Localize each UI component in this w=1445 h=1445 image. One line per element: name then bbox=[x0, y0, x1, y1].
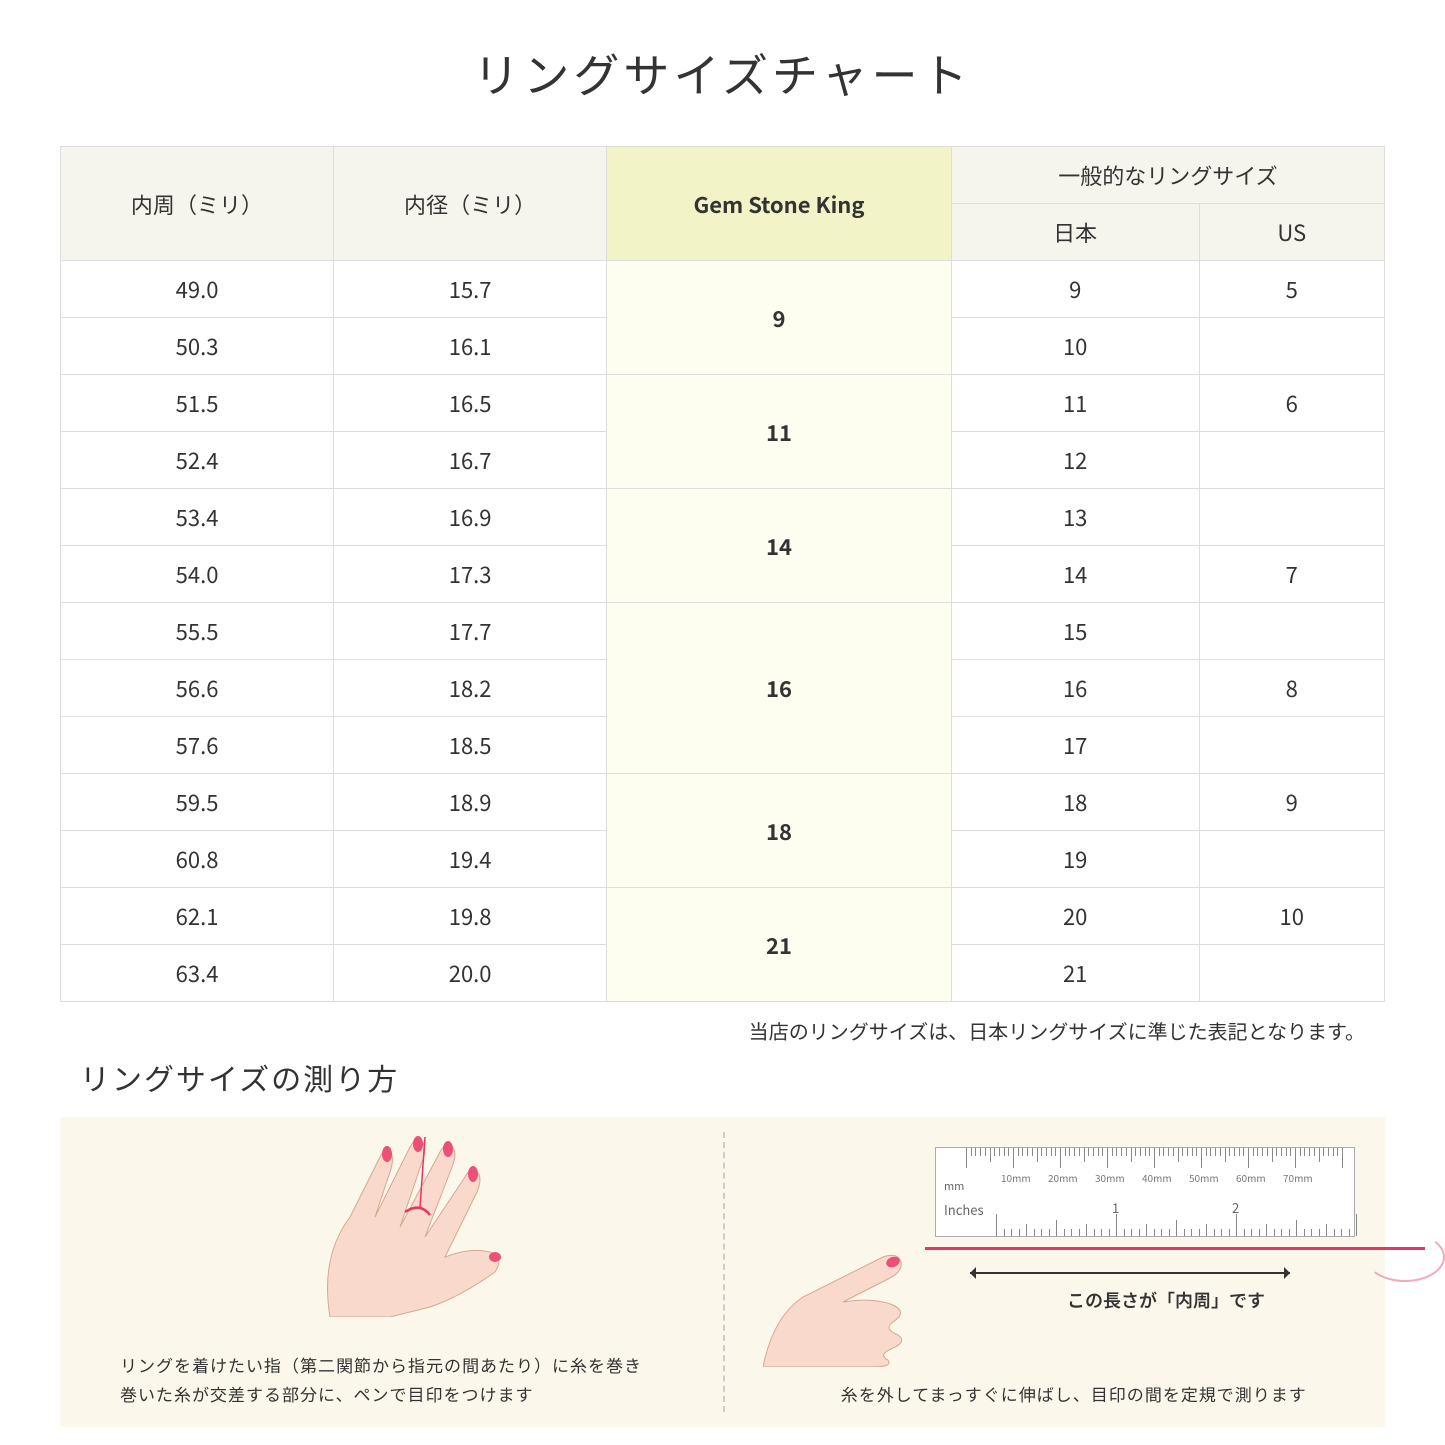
table-row: 53.416.91413 bbox=[61, 489, 1385, 546]
cell-circumference: 55.5 bbox=[61, 603, 334, 660]
guide-caption-1: リングを着けたい指（第二関節から指元の間あたり）に糸を巻き 巻いた糸が交差する部… bbox=[120, 1351, 683, 1409]
cell-gsk: 18 bbox=[607, 774, 952, 888]
cell-diameter: 16.5 bbox=[334, 375, 607, 432]
cell-diameter: 18.5 bbox=[334, 717, 607, 774]
header-general: 一般的なリングサイズ bbox=[951, 147, 1384, 204]
cell-diameter: 20.0 bbox=[334, 945, 607, 1002]
cell-gsk: 21 bbox=[607, 888, 952, 1002]
cell-japan: 13 bbox=[951, 489, 1199, 546]
cell-circumference: 51.5 bbox=[61, 375, 334, 432]
cell-us: 9 bbox=[1199, 774, 1384, 831]
cell-circumference: 54.0 bbox=[61, 546, 334, 603]
ruler-inches-label: Inches bbox=[944, 1200, 984, 1219]
guide-step-1: リングを着けたい指（第二関節から指元の間あたり）に糸を巻き 巻いた糸が交差する部… bbox=[60, 1117, 723, 1427]
cell-japan: 15 bbox=[951, 603, 1199, 660]
cell-japan: 10 bbox=[951, 318, 1199, 375]
cell-circumference: 52.4 bbox=[61, 432, 334, 489]
thread-curl bbox=[1365, 1232, 1445, 1282]
cell-circumference: 60.8 bbox=[61, 831, 334, 888]
cell-japan: 19 bbox=[951, 831, 1199, 888]
cell-japan: 11 bbox=[951, 375, 1199, 432]
cell-diameter: 16.1 bbox=[334, 318, 607, 375]
ruler-mm-label: mm bbox=[944, 1178, 964, 1194]
table-row: 55.517.71615 bbox=[61, 603, 1385, 660]
cell-gsk: 9 bbox=[607, 261, 952, 375]
cell-us bbox=[1199, 432, 1384, 489]
cell-japan: 9 bbox=[951, 261, 1199, 318]
page-title: リングサイズチャート bbox=[60, 40, 1385, 106]
table-row: 51.516.511116 bbox=[61, 375, 1385, 432]
header-japan: 日本 bbox=[951, 204, 1199, 261]
cell-circumference: 59.5 bbox=[61, 774, 334, 831]
cell-us bbox=[1199, 717, 1384, 774]
cell-diameter: 18.2 bbox=[334, 660, 607, 717]
ruler-illustration: mm Inches 10mm20mm30mm40mm50mm60mm70mm 1… bbox=[935, 1147, 1355, 1237]
cell-diameter: 19.8 bbox=[334, 888, 607, 945]
measurement-arrow bbox=[970, 1272, 1290, 1274]
cell-circumference: 56.6 bbox=[61, 660, 334, 717]
cell-us: 10 bbox=[1199, 888, 1384, 945]
cell-us bbox=[1199, 489, 1384, 546]
cell-circumference: 62.1 bbox=[61, 888, 334, 945]
cell-diameter: 18.9 bbox=[334, 774, 607, 831]
cell-gsk: 11 bbox=[607, 375, 952, 489]
cell-us: 8 bbox=[1199, 660, 1384, 717]
cell-us bbox=[1199, 603, 1384, 660]
header-circumference: 内周（ミリ） bbox=[61, 147, 334, 261]
cell-diameter: 17.7 bbox=[334, 603, 607, 660]
cell-circumference: 57.6 bbox=[61, 717, 334, 774]
cell-circumference: 50.3 bbox=[61, 318, 334, 375]
cell-diameter: 17.3 bbox=[334, 546, 607, 603]
guide-subtitle: リングサイズの測り方 bbox=[80, 1055, 1385, 1099]
cell-japan: 14 bbox=[951, 546, 1199, 603]
cell-us: 5 bbox=[1199, 261, 1384, 318]
guide-caption-2: 糸を外してまっすぐに伸ばし、目印の間を定規で測ります bbox=[803, 1380, 1346, 1409]
table-row: 59.518.918189 bbox=[61, 774, 1385, 831]
cell-diameter: 15.7 bbox=[334, 261, 607, 318]
cell-gsk: 14 bbox=[607, 489, 952, 603]
cell-japan: 12 bbox=[951, 432, 1199, 489]
arrow-label: この長さが「内周」です bbox=[1067, 1287, 1265, 1313]
cell-circumference: 53.4 bbox=[61, 489, 334, 546]
hand-point-illustration bbox=[763, 1217, 943, 1367]
cell-diameter: 19.4 bbox=[334, 831, 607, 888]
cell-japan: 18 bbox=[951, 774, 1199, 831]
cell-us bbox=[1199, 318, 1384, 375]
cell-us: 7 bbox=[1199, 546, 1384, 603]
cell-diameter: 16.7 bbox=[334, 432, 607, 489]
guide-step-2: mm Inches 10mm20mm30mm40mm50mm60mm70mm 1… bbox=[723, 1117, 1386, 1427]
table-note: 当店のリングサイズは、日本リングサイズに準じた表記となります。 bbox=[60, 1016, 1385, 1045]
cell-circumference: 49.0 bbox=[61, 261, 334, 318]
header-diameter: 内径（ミリ） bbox=[334, 147, 607, 261]
thread-line bbox=[925, 1247, 1425, 1250]
cell-japan: 20 bbox=[951, 888, 1199, 945]
table-row: 62.119.8212010 bbox=[61, 888, 1385, 945]
cell-japan: 17 bbox=[951, 717, 1199, 774]
header-us: US bbox=[1199, 204, 1384, 261]
cell-diameter: 16.9 bbox=[334, 489, 607, 546]
cell-us bbox=[1199, 945, 1384, 1002]
cell-japan: 16 bbox=[951, 660, 1199, 717]
cell-us bbox=[1199, 831, 1384, 888]
hand-wrap-illustration bbox=[290, 1117, 550, 1317]
cell-gsk: 16 bbox=[607, 603, 952, 774]
cell-circumference: 63.4 bbox=[61, 945, 334, 1002]
table-row: 49.015.7995 bbox=[61, 261, 1385, 318]
cell-japan: 21 bbox=[951, 945, 1199, 1002]
measurement-guide: リングを着けたい指（第二関節から指元の間あたり）に糸を巻き 巻いた糸が交差する部… bbox=[60, 1117, 1385, 1427]
ring-size-table: 内周（ミリ） 内径（ミリ） Gem Stone King 一般的なリングサイズ … bbox=[60, 146, 1385, 1002]
cell-us: 6 bbox=[1199, 375, 1384, 432]
header-gsk: Gem Stone King bbox=[607, 147, 952, 261]
